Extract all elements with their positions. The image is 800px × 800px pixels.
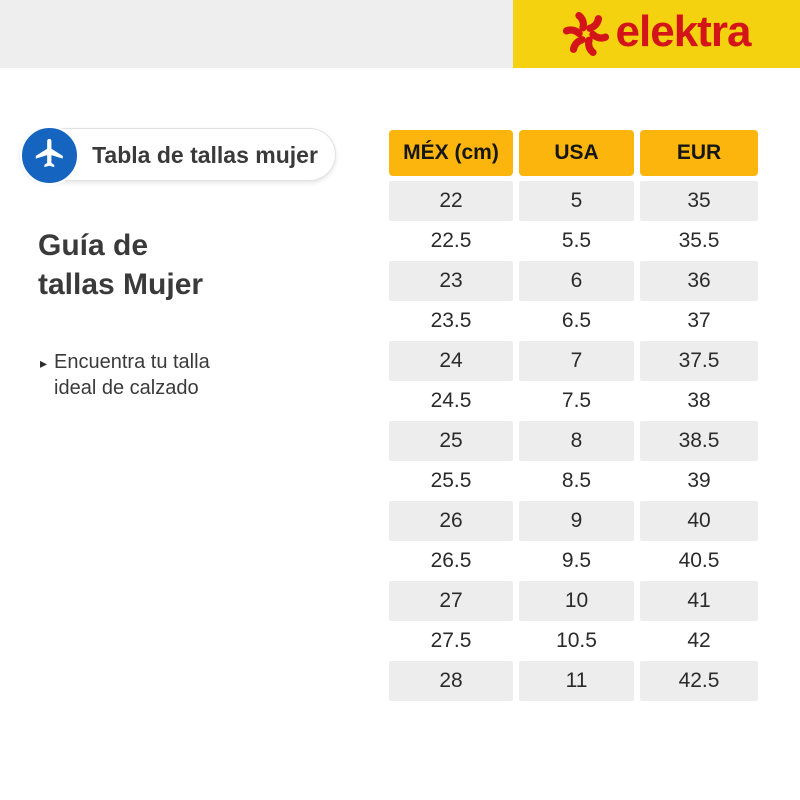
page-title-line1: Guía de <box>38 229 149 262</box>
table-cell: 42.5 <box>640 661 758 701</box>
bullet-item: ▸ Encuentra tu talla ideal de calzado <box>40 349 210 401</box>
bullet-text-line2: ideal de calzado <box>54 377 199 399</box>
column-header-eur: EUR <box>640 130 758 176</box>
logo-text: elektra <box>615 7 752 56</box>
table-cell: 37 <box>687 309 711 332</box>
pinwheel-icon <box>562 11 609 57</box>
table-cell: 39 <box>687 469 711 492</box>
bullet-text-line1: Encuentra tu talla <box>54 351 210 373</box>
table-cell: 23.5 <box>430 309 472 332</box>
table-cell: 6.5 <box>561 309 592 332</box>
column-header-usa: USA <box>519 130 634 176</box>
table-cell: 7.5 <box>561 389 592 412</box>
table-cell: 6 <box>519 261 634 301</box>
size-table-header: MÉX (cm) USA EUR <box>389 130 758 176</box>
table-cell: 10.5 <box>556 629 597 652</box>
table-cell: 27.5 <box>430 629 472 652</box>
table-cell: 9.5 <box>561 549 592 572</box>
table-row: 25 8 38.5 <box>389 421 758 461</box>
table-cell: 38 <box>687 389 711 412</box>
bullet-marker: ▸ <box>40 355 48 371</box>
table-cell: 37.5 <box>640 341 758 381</box>
table-cell: 22.5 <box>430 229 472 252</box>
table-cell: 25.5 <box>430 469 472 492</box>
table-cell: 35.5 <box>678 229 720 252</box>
table-cell: 8.5 <box>561 469 592 492</box>
table-cell: 24.5 <box>430 389 472 412</box>
table-cell: 11 <box>519 661 634 701</box>
table-cell: 10 <box>519 581 634 621</box>
badge-label: Tabla de tallas mujer <box>92 142 318 168</box>
table-cell: 25 <box>389 421 513 461</box>
table-row: 24 7 37.5 <box>389 341 758 381</box>
table-row: 23 6 36 <box>389 261 758 301</box>
airplane-icon <box>33 136 67 175</box>
table-cell: 9 <box>519 501 634 541</box>
top-bar: elektra <box>0 0 800 68</box>
table-cell: 42 <box>687 629 711 652</box>
table-cell: 7 <box>519 341 634 381</box>
table-row: 22 5 35 <box>389 181 758 221</box>
size-table-body: 22 5 35 22.5 5.5 35.5 23 6 36 23.5 6.5 37 24 7 37.5 24.… <box>389 181 758 701</box>
size-guide-badge: Tabla de tallas mujer <box>20 126 336 185</box>
table-cell: 5.5 <box>561 229 592 252</box>
table-row: 26.5 9.5 40.5 <box>389 541 758 581</box>
table-row: 27.5 10.5 42 <box>389 621 758 661</box>
badge-circle <box>20 126 79 185</box>
size-table: MÉX (cm) USA EUR 22 5 35 22.5 5.5 35.5 23 6 36 23… <box>389 130 758 701</box>
table-cell: 24 <box>389 341 513 381</box>
table-cell: 28 <box>389 661 513 701</box>
table-cell: 38.5 <box>640 421 758 461</box>
table-cell: 22 <box>389 181 513 221</box>
elektra-logo: elektra <box>562 7 752 58</box>
table-row: 23.5 6.5 37 <box>389 301 758 341</box>
table-row: 25.5 8.5 39 <box>389 461 758 501</box>
page-title: Guía de tallas Mujer <box>38 226 203 304</box>
table-row: 24.5 7.5 38 <box>389 381 758 421</box>
top-bar-gray-strip <box>0 0 513 68</box>
table-cell: 23 <box>389 261 513 301</box>
column-header-mex: MÉX (cm) <box>389 130 513 176</box>
table-cell: 26 <box>389 501 513 541</box>
table-cell: 40 <box>640 501 758 541</box>
bullet-text: Encuentra tu talla ideal de calzado <box>54 349 210 401</box>
table-row: 28 11 42.5 <box>389 661 758 701</box>
table-cell: 40.5 <box>678 549 720 572</box>
table-row: 26 9 40 <box>389 501 758 541</box>
top-bar-yellow-strip: elektra <box>513 0 800 68</box>
table-cell: 8 <box>519 421 634 461</box>
table-cell: 5 <box>519 181 634 221</box>
table-cell: 35 <box>640 181 758 221</box>
table-row: 27 10 41 <box>389 581 758 621</box>
page-title-line2: tallas Mujer <box>38 268 204 301</box>
table-cell: 26.5 <box>430 549 472 572</box>
table-cell: 27 <box>389 581 513 621</box>
table-cell: 36 <box>640 261 758 301</box>
table-row: 22.5 5.5 35.5 <box>389 221 758 261</box>
table-cell: 41 <box>640 581 758 621</box>
